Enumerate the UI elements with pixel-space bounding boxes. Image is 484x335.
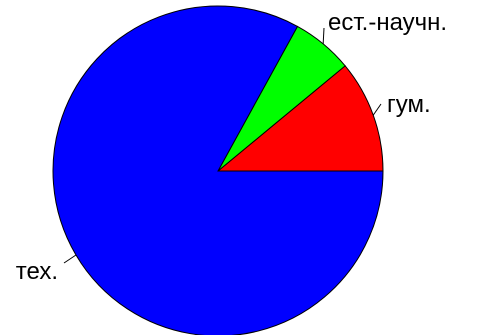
leader-line-0 — [372, 103, 382, 116]
pie-slice-2 — [52, 5, 384, 335]
pie-slices — [52, 5, 384, 335]
slice-label-0: гум. — [387, 91, 431, 118]
slice-label-2: тех. — [16, 258, 58, 285]
leader-lines — [63, 27, 382, 264]
slice-labels: гум. ест.-научн. тех. — [16, 9, 447, 285]
pie-slice-0 — [216, 65, 384, 172]
slice-label-1: ест.-научн. — [328, 9, 447, 36]
leader-line-2 — [63, 254, 77, 264]
leader-line-1 — [322, 27, 325, 44]
